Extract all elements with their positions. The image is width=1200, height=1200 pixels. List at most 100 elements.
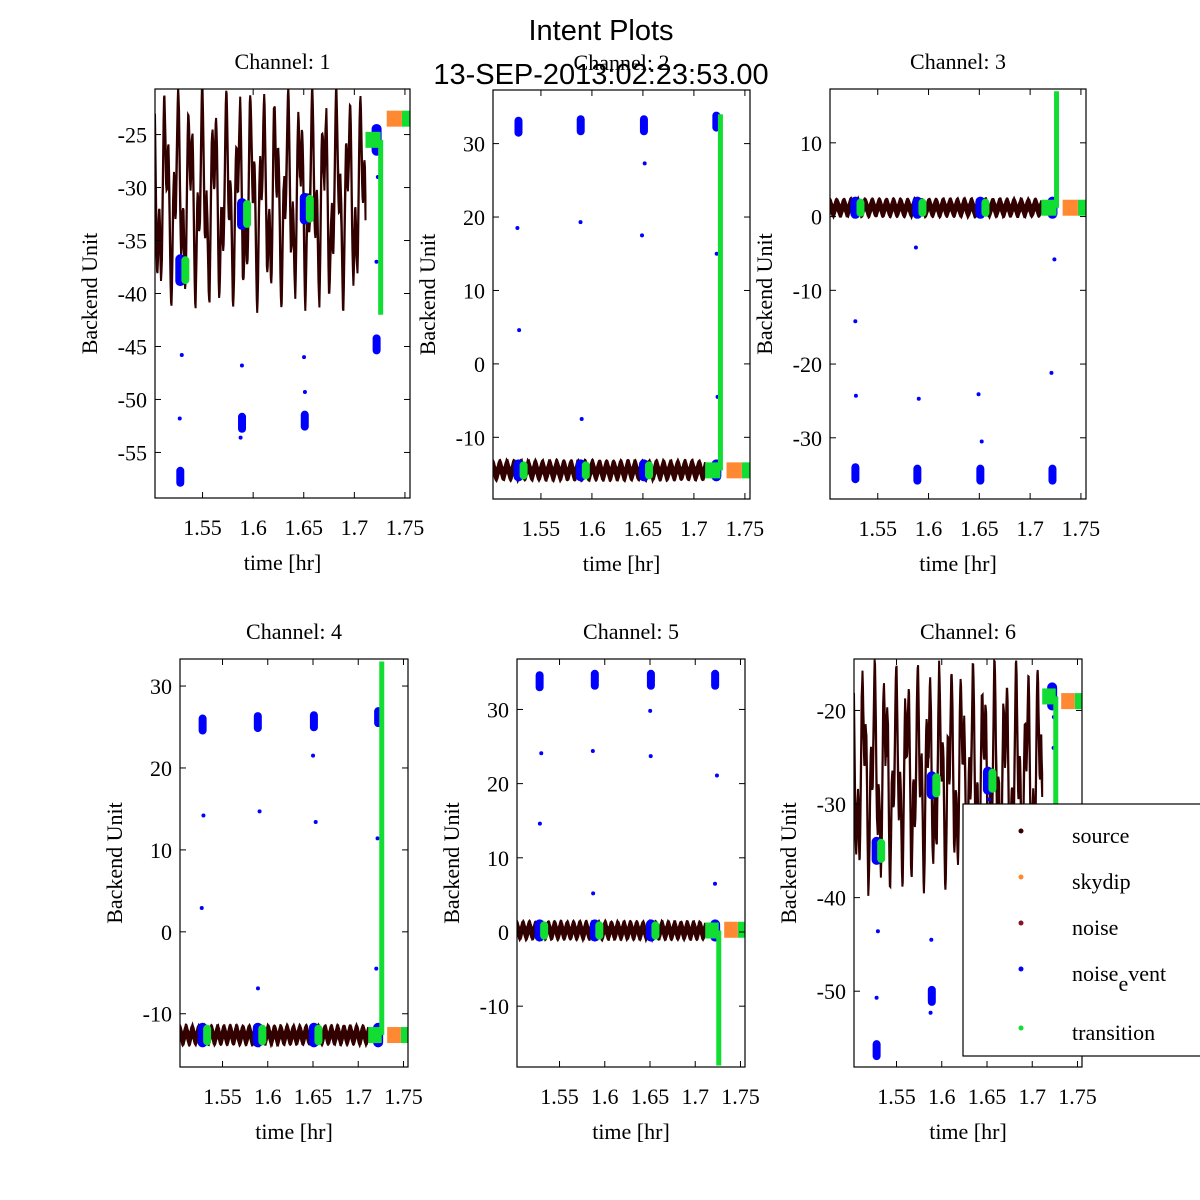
- x-tick-label: 1.6: [591, 1084, 619, 1109]
- y-tick-label: 10: [463, 278, 485, 303]
- noise-event-off-cluster: [872, 1040, 881, 1061]
- transition-segment: [368, 1027, 382, 1044]
- noise-event-point: [929, 937, 934, 942]
- legend-marker: [1018, 1025, 1024, 1031]
- transition-tail: [741, 462, 750, 479]
- series-source: [155, 89, 367, 313]
- x-tick-label: 1.65: [285, 515, 324, 540]
- noise-event-point: [375, 836, 380, 841]
- panel-channel-5: 1.55 1.6 1.65 1.7 1.75 -10 0 10 20 30 Channel: 5 ti…: [439, 619, 760, 1144]
- series-noise-event: [850, 196, 1058, 485]
- noise-event-off-cluster: [309, 711, 318, 732]
- panels: 1.55 1.6 1.65 1.7 1.75 -55 -50 -45 -40 -35 -30 -25 C…: [77, 49, 1100, 1144]
- y-tick-label: 30: [487, 697, 509, 722]
- transition-blob: [203, 1024, 212, 1046]
- transition-tail: [1077, 199, 1086, 216]
- y-tick-label: -35: [118, 229, 147, 254]
- figure-subtitle: 13-SEP-2013:02:23:53.00: [433, 59, 768, 91]
- noise-event-point: [1049, 370, 1054, 375]
- y-tick-label: -30: [817, 792, 846, 817]
- x-tick-label: 1.6: [578, 516, 606, 541]
- legend-entry-noise: noise: [1018, 915, 1118, 940]
- series-skydip: [724, 921, 738, 938]
- noise-event-point: [311, 753, 316, 758]
- noise-event-off-cluster: [711, 669, 720, 690]
- x-axis-label: time [hr]: [255, 1119, 333, 1144]
- noise-event-off-cluster: [253, 712, 262, 733]
- panel-title: Channel: 6: [920, 619, 1016, 644]
- x-tick-label: 1.65: [968, 1084, 1007, 1109]
- x-axis-label: time [hr]: [244, 550, 322, 575]
- y-tick-label: -10: [793, 278, 822, 303]
- skydip-segment: [724, 921, 738, 938]
- transition-tail: [737, 921, 745, 938]
- panel-channel-1: 1.55 1.6 1.65 1.7 1.75 -55 -50 -45 -40 -35 -30 -25 C…: [77, 49, 424, 575]
- noise-event-point: [648, 754, 653, 759]
- y-tick-label: -25: [118, 123, 147, 148]
- transition-blob: [918, 198, 927, 217]
- transition-blob: [932, 773, 941, 798]
- y-tick-label: -10: [480, 994, 509, 1019]
- y-tick-label: 0: [474, 352, 485, 377]
- noise-event-off-cluster: [176, 466, 185, 487]
- x-tick-label: 1.65: [960, 516, 999, 541]
- x-tick-label: 1.65: [294, 1084, 333, 1109]
- x-tick-label: 1.75: [386, 515, 425, 540]
- x-tick-label: 1.75: [384, 1084, 423, 1109]
- skydip-segment: [1062, 199, 1078, 216]
- x-tick-label: 1.7: [681, 1084, 709, 1109]
- series-skydip: [1061, 693, 1075, 710]
- x-tick-label: 1.7: [1016, 516, 1044, 541]
- noise-event-off-cluster: [300, 410, 309, 431]
- y-tick-label: -40: [118, 282, 147, 307]
- noise-event-point: [374, 259, 379, 264]
- legend-label-sub: e: [1118, 971, 1128, 996]
- source-band: [854, 659, 1044, 896]
- x-tick-label: 1.7: [680, 516, 708, 541]
- series-noise-event: [197, 707, 384, 1048]
- plot-area: [155, 89, 410, 487]
- y-axis-label: Backend Unit: [102, 802, 127, 924]
- legend-marker: [1018, 966, 1024, 972]
- x-axis-label: time [hr]: [919, 551, 997, 576]
- noise-event-point: [302, 355, 307, 360]
- noise-event-off-cluster: [851, 463, 860, 484]
- legend-entry-skydip: skydip: [1018, 869, 1131, 894]
- series-skydip: [726, 462, 742, 479]
- transition-blob: [877, 838, 886, 863]
- x-tick-label: 1.75: [721, 1084, 760, 1109]
- y-tick-label: 10: [487, 846, 509, 871]
- panel-title: Channel: 1: [235, 49, 331, 74]
- noise-event-point: [313, 820, 318, 825]
- x-axis-label: time [hr]: [592, 1119, 670, 1144]
- noise-event-off-cluster: [198, 714, 207, 735]
- y-tick-label: 20: [150, 756, 172, 781]
- noise-event-point: [976, 392, 981, 397]
- noise-event-point: [515, 226, 520, 231]
- y-axis-label: Backend Unit: [439, 802, 464, 924]
- x-tick-label: 1.55: [183, 515, 222, 540]
- panel-title: Channel: 4: [246, 619, 342, 644]
- noise-event-point: [177, 416, 182, 421]
- noise-event-point: [874, 995, 879, 1000]
- y-tick-label: 30: [150, 674, 172, 699]
- axes-frame: [829, 88, 1087, 500]
- noise-event-point: [853, 319, 858, 324]
- noise-event-point: [591, 891, 596, 896]
- x-tick-label: 1.6: [915, 516, 943, 541]
- noise-event-point: [578, 220, 583, 225]
- y-tick-label: -20: [817, 698, 846, 723]
- noise-event-point: [714, 773, 719, 778]
- y-tick-label: 20: [487, 772, 509, 797]
- noise-event-point: [590, 748, 595, 753]
- transition-blob: [595, 921, 604, 940]
- x-tick-label: 1.7: [1018, 1084, 1046, 1109]
- y-tick-label: 0: [498, 920, 509, 945]
- noise-event-point: [579, 416, 584, 421]
- transition-blob: [856, 198, 865, 217]
- transition-tail: [400, 1027, 408, 1044]
- x-tick-label: 1.55: [203, 1084, 242, 1109]
- x-tick-label: 1.7: [344, 1084, 372, 1109]
